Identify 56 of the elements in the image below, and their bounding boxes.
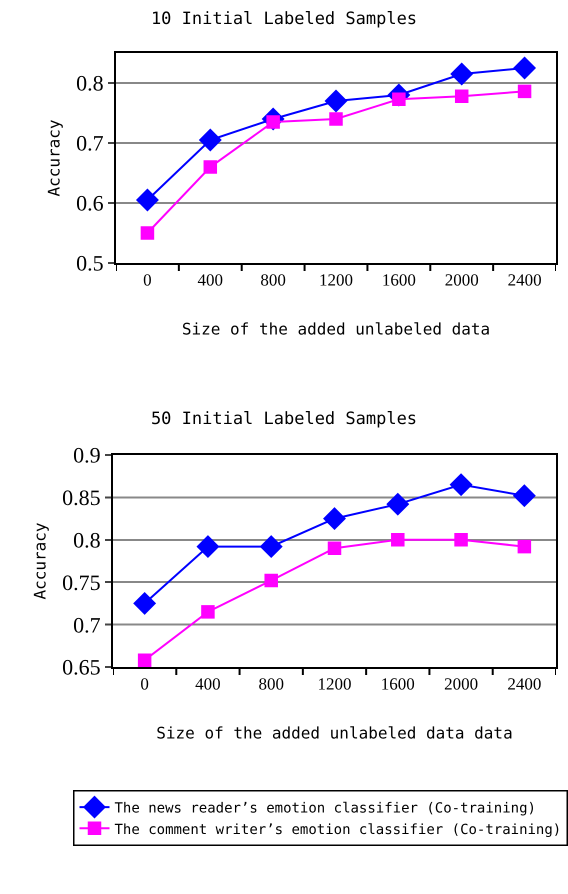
point [136, 188, 159, 212]
y-tick-label: 0.85 [62, 485, 101, 510]
x-tick-label: 2000 [444, 674, 478, 694]
x-tick-label: 1200 [318, 674, 352, 694]
point [454, 89, 468, 103]
point [196, 535, 220, 558]
point [264, 574, 278, 588]
point [518, 540, 532, 554]
point [329, 112, 343, 126]
point [199, 128, 222, 152]
y-tick-label: 0.8 [76, 70, 104, 96]
point [324, 90, 348, 112]
point [513, 56, 536, 80]
point [140, 226, 154, 240]
point [450, 474, 472, 496]
point [386, 493, 409, 516]
point [323, 507, 346, 530]
chart-title: 50 Initial Labeled Samples [150, 408, 418, 429]
legend-label: The comment writer’s emotion classifier (Co-training) [114, 822, 562, 838]
y-tick-label: 0.75 [62, 570, 101, 595]
y-axis-title: Accuracy [30, 522, 50, 600]
point [260, 535, 282, 558]
x-tick-label: 800 [258, 674, 284, 694]
x-tick-label: 1600 [380, 674, 415, 694]
x-axis-title: Size of the added unlabeled data [182, 320, 490, 339]
y-tick-label: 0.65 [62, 654, 101, 680]
point [518, 84, 532, 98]
y-axis-title: Accuracy [44, 119, 64, 197]
point [133, 592, 156, 615]
point [391, 533, 405, 547]
x-tick-label: 1200 [319, 270, 353, 290]
point [138, 653, 152, 667]
legend-label: The news reader’s emotion classifier (Co-training) [114, 800, 536, 817]
x-axis-title: Size of the added unlabeled data data [156, 724, 513, 743]
x-tick-label: 0 [143, 270, 152, 290]
x-tick-label: 1600 [382, 270, 416, 290]
y-tick-label: 0.8 [73, 528, 101, 552]
x-tick-label: 400 [195, 674, 221, 694]
y-tick-label: 0.5 [76, 250, 104, 276]
point [454, 533, 468, 547]
x-tick-label: 2000 [444, 270, 479, 290]
point [204, 160, 218, 174]
point [450, 62, 473, 86]
point [328, 542, 342, 556]
point [201, 605, 215, 619]
point [513, 484, 536, 507]
x-tick-label: 2400 [507, 674, 542, 694]
x-tick-label: 800 [260, 270, 286, 290]
x-tick-label: 0 [140, 674, 149, 694]
y-tick-label: 0.6 [76, 190, 104, 216]
y-tick-label: 0.7 [76, 130, 104, 156]
y-tick-label: 0.9 [73, 442, 101, 468]
x-tick-label: 400 [198, 270, 224, 290]
y-tick-label: 0.7 [73, 612, 101, 638]
x-tick-label: 2400 [508, 270, 542, 290]
chart-title: 10 Initial Labeled Samples [150, 8, 418, 29]
